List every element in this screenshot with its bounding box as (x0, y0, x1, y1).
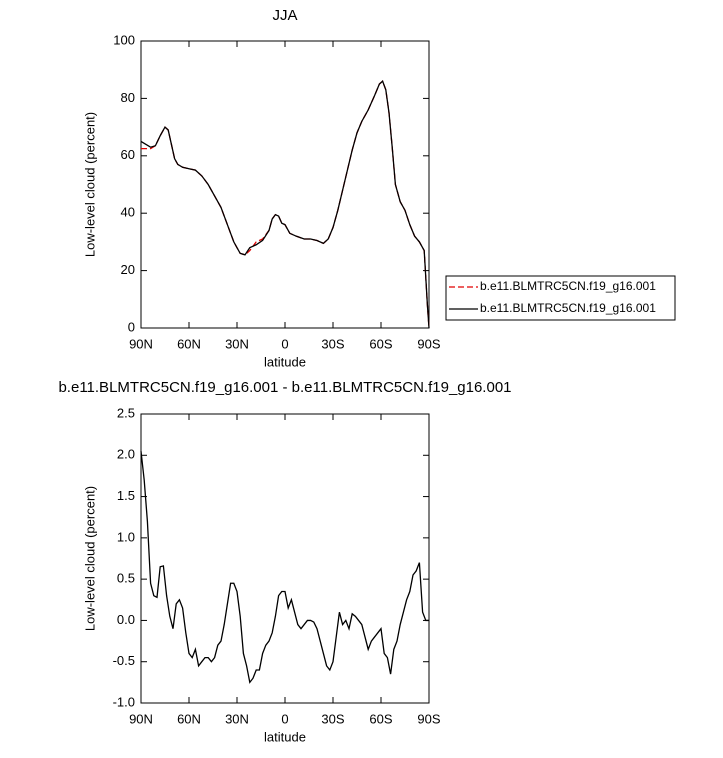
x-tick-label: 30S (321, 336, 344, 351)
x-tick-label: 90N (129, 711, 153, 726)
x-tick-label: 30N (225, 711, 249, 726)
x-tick-label: 0 (281, 336, 288, 351)
chart-title: b.e11.BLMTRC5CN.f19_g16.001 - b.e11.BLMT… (58, 379, 511, 396)
data-line (140, 451, 429, 684)
x-tick-label: 60N (177, 336, 201, 351)
y-tick-label: 2.5 (117, 405, 135, 420)
x-tick-label: 90S (417, 336, 440, 351)
y-tick-label: -0.5 (113, 653, 135, 668)
data-line (140, 80, 430, 329)
y-axis-label: Low-level cloud (percent) (82, 112, 97, 257)
x-axis-label: latitude (264, 729, 306, 744)
plot-frame (140, 40, 430, 329)
x-tick-label: 90N (129, 336, 153, 351)
legend-label: b.e11.BLMTRC5CN.f19_g16.001 (480, 279, 656, 293)
legend-label: b.e11.BLMTRC5CN.f19_g16.001 (480, 301, 656, 315)
y-tick-label: 40 (121, 205, 135, 220)
y-tick-label: 0.5 (117, 571, 135, 586)
y-tick-label: 20 (121, 262, 135, 277)
y-tick-label: 1.5 (117, 488, 135, 503)
x-tick-label: 90S (417, 711, 440, 726)
x-axis-label: latitude (264, 354, 306, 369)
x-tick-label: 60S (369, 711, 392, 726)
y-tick-label: 0.0 (117, 612, 135, 627)
chart-title: JJA (272, 7, 297, 24)
y-tick-label: 100 (113, 32, 135, 47)
y-tick-label: 2.0 (117, 447, 135, 462)
legend-box (445, 275, 676, 321)
x-tick-label: 0 (281, 711, 288, 726)
x-tick-label: 30S (321, 711, 344, 726)
plot-frame (140, 413, 430, 704)
y-tick-label: -1.0 (113, 694, 135, 709)
y-tick-label: 80 (121, 90, 135, 105)
y-tick-label: 0 (128, 319, 135, 334)
x-tick-label: 60N (177, 711, 201, 726)
y-tick-label: 60 (121, 147, 135, 162)
x-tick-label: 60S (369, 336, 392, 351)
x-tick-label: 30N (225, 336, 249, 351)
data-line (141, 80, 430, 329)
y-tick-label: 1.0 (117, 529, 135, 544)
y-axis-label: Low-level cloud (percent) (82, 486, 97, 631)
